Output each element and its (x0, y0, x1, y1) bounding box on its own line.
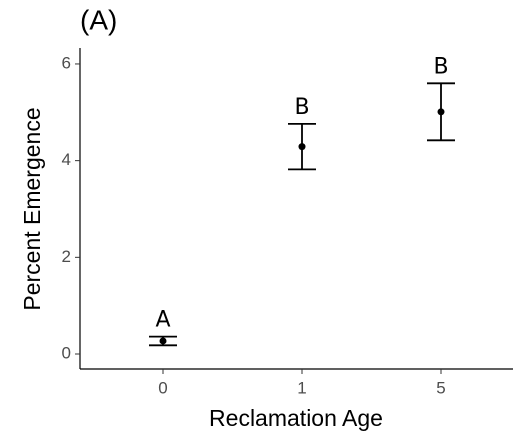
point (298, 143, 306, 151)
y-axis-title: Percent Emergence (19, 107, 45, 310)
x-tick-label: 0 (158, 378, 167, 397)
x-axis-title: Reclamation Age (209, 405, 383, 431)
y-tick-label: 6 (62, 53, 71, 72)
significance-letter: A (155, 308, 170, 333)
x-tick-label: 1 (297, 378, 306, 397)
point (159, 337, 167, 345)
significance-letter: B (433, 54, 448, 79)
significance-letter: B (294, 95, 309, 120)
panel-label: (A) (80, 4, 117, 35)
point (437, 108, 445, 116)
y-tick-label: 0 (62, 343, 71, 362)
x-tick-label: 5 (436, 378, 445, 397)
y-tick-label: 4 (62, 150, 71, 169)
y-tick-label: 2 (62, 247, 71, 266)
